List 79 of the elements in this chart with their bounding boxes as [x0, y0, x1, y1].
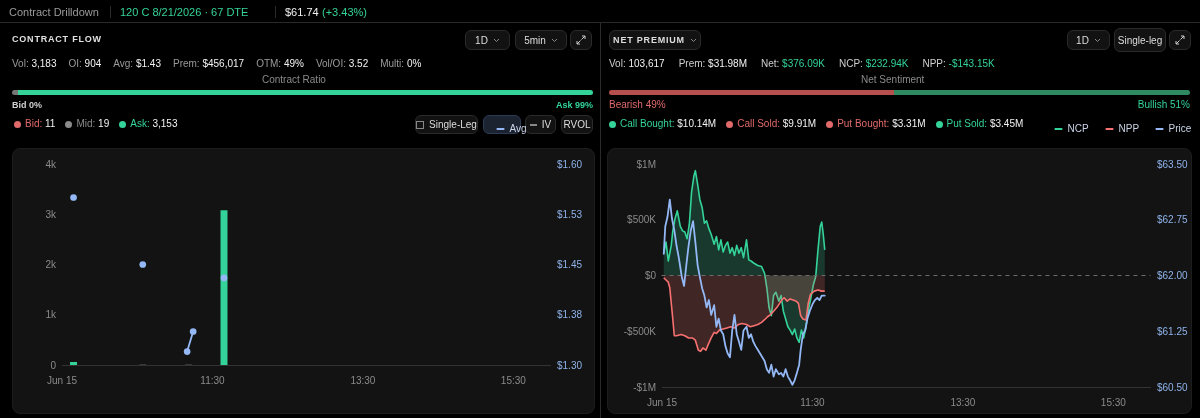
text: Multi: 0%: [380, 58, 422, 69]
y2-tick-label: $1.60: [557, 158, 583, 170]
dropdown-button: Single-leg: [1114, 28, 1166, 52]
point: [220, 274, 228, 282]
text: Ask 99%: [554, 99, 593, 111]
y-tick-label: -$1M: [633, 381, 656, 393]
line-series: [662, 198, 826, 386]
y2-tick-label: $63.50: [1157, 158, 1189, 170]
dropdown-button: IV: [525, 115, 556, 134]
text: OTM: 49%: [256, 58, 304, 69]
y-tick-label: -$500K: [623, 325, 657, 337]
y-tick-label: 0: [50, 359, 57, 371]
y-tick-label: 1k: [45, 309, 57, 321]
text: Ask: 3,153: [130, 118, 178, 129]
text: Prem: $456,017: [172, 58, 245, 69]
x-tick-label: Jun 15: [646, 396, 678, 408]
text: Bid 0%: [12, 99, 43, 111]
x-tick-label: 11:30: [800, 396, 826, 408]
text: Bearish 49%: [609, 99, 666, 111]
text: Vol/OI: 3.52: [315, 58, 369, 69]
text: Bid: 11: [25, 118, 56, 129]
text: NCP: $232.94K: [838, 58, 909, 69]
y2-tick-label: $1.53: [557, 208, 583, 220]
text: Net: $376.09K: [761, 58, 825, 69]
y-tick-label: 4k: [45, 158, 57, 170]
x-tick-label: 13:30: [950, 396, 976, 408]
point: [189, 328, 197, 335]
y-tick-label: $500K: [627, 214, 657, 226]
text: OI: 904: [68, 58, 102, 69]
text: Contract Drilldown: [9, 6, 99, 18]
text: Mid: 19: [76, 118, 110, 129]
legend-label: NCP: [1067, 123, 1089, 134]
text: Call Bought: $10.14M: [620, 118, 717, 129]
y-tick-label: 2k: [45, 259, 57, 270]
legend-label: Avg: [509, 123, 527, 134]
legend-label: NPP: [1118, 123, 1140, 134]
text: Call Sold: $9.91M: [737, 118, 817, 129]
dropdown-button: 1D: [1067, 30, 1110, 50]
y-tick-label: $1M: [636, 158, 656, 170]
text: Prem: $31.98M: [678, 58, 747, 69]
x-tick-label: 15:30: [500, 374, 527, 386]
y-tick-label: $0: [644, 270, 657, 281]
y2-tick-label: $1.38: [557, 309, 583, 321]
legend-label: Price: [1168, 123, 1192, 134]
bar: [70, 361, 78, 365]
x-tick-label: 11:30: [200, 374, 226, 386]
y2-tick-label: $62.75: [1157, 214, 1189, 226]
dropdown-button: Single-Leg: [415, 115, 478, 134]
y2-tick-label: $1.30: [557, 359, 583, 371]
text: Avg: $1.43: [113, 58, 161, 69]
text: Put Sold: $3.45M: [946, 118, 1024, 129]
text: $61.74: [285, 6, 319, 18]
y2-tick-label: $60.50: [1157, 381, 1189, 393]
y-tick-label: 3k: [45, 208, 57, 220]
text: Vol: 3,183: [12, 58, 57, 69]
text: NPP: -$143.15K: [922, 58, 995, 69]
x-tick-label: 15:30: [1100, 396, 1127, 408]
x-tick-label: 13:30: [350, 374, 376, 386]
chart-title: CONTRACT FLOW: [12, 33, 102, 45]
y2-tick-label: $1.45: [557, 259, 583, 270]
bar: [220, 210, 228, 365]
dropdown-button: RVOL: [561, 115, 593, 134]
point: [139, 261, 147, 268]
chart-title: NET PREMIUM: [613, 34, 685, 46]
text: Put Bought: $3.31M: [837, 118, 926, 129]
point: [70, 194, 77, 201]
dropdown-button: NET PREMIUM: [609, 30, 701, 50]
point: [183, 348, 191, 355]
x-tick-label: Jun 15: [46, 374, 78, 386]
y2-tick-label: $61.25: [1157, 325, 1189, 337]
text: Contract Ratio: [262, 74, 326, 86]
text: 120 C 8/21/2026 · 67 DTE: [120, 6, 249, 18]
dropdown-button: 5min: [515, 30, 567, 50]
text: (+3.43%): [322, 6, 367, 18]
text: Vol: 103,617: [609, 58, 665, 69]
y2-tick-label: $62.00: [1157, 270, 1189, 281]
text: Net Sentiment: [861, 74, 925, 86]
text: Bullish 51%: [1136, 99, 1190, 111]
dropdown-button: 1D: [465, 30, 510, 50]
